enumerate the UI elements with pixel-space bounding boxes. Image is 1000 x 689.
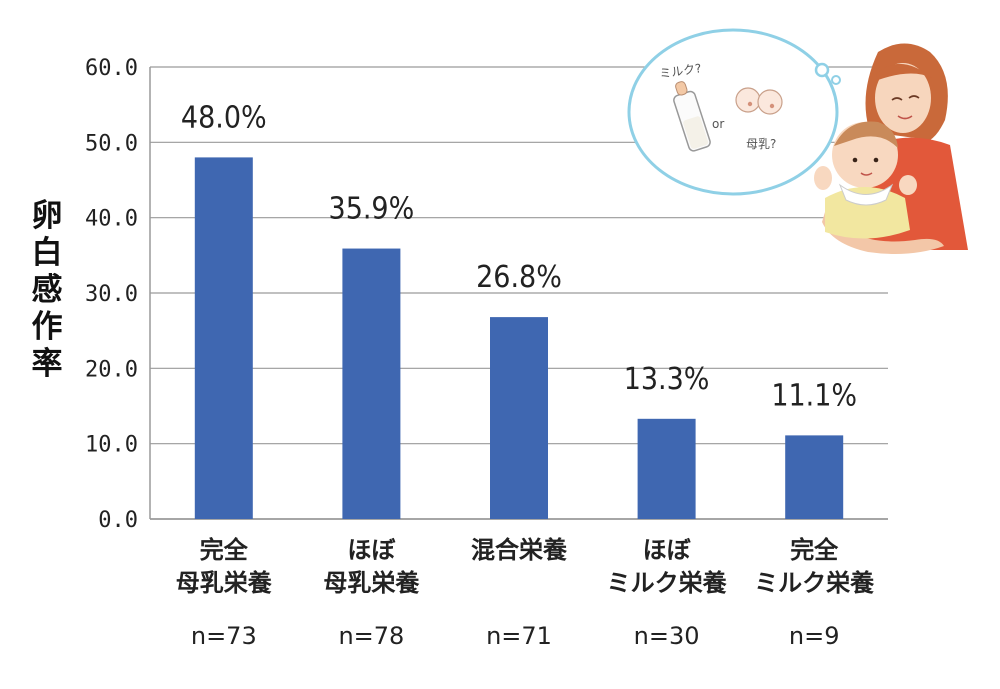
y-tick-label: 30.0 <box>85 282 138 307</box>
bar <box>342 248 401 519</box>
y-tick-label: 40.0 <box>85 207 138 232</box>
gridlines <box>149 66 888 520</box>
breast-icon <box>735 87 783 115</box>
category-label-line: ほぼ <box>347 536 396 564</box>
category-label: ほぼ母乳栄養 <box>323 536 419 597</box>
y-axis-ticks: 0.0 10.0 20.0 30.0 40.0 50.0 60.0 <box>85 56 138 533</box>
category-label: 混合栄養 <box>471 536 567 564</box>
category-label-line: 母乳栄養 <box>176 569 272 597</box>
data-label: 48.0% <box>181 100 267 135</box>
category-label-line: ほぼ <box>643 536 692 564</box>
category-label: ほぼミルク栄養 <box>607 536 727 597</box>
bottle-icon <box>673 81 711 152</box>
sample-size-label: n=9 <box>789 622 840 650</box>
bar <box>490 317 548 519</box>
category-label-line: 母乳栄養 <box>323 569 419 597</box>
sample-size-label: n=30 <box>634 622 700 650</box>
data-label: 11.1% <box>771 378 857 413</box>
bubble-text-or: or <box>712 117 724 131</box>
category-label-line: ミルク栄養 <box>607 569 727 597</box>
sample-size-label: n=78 <box>338 622 404 650</box>
category-label: 完全ミルク栄養 <box>754 536 874 597</box>
y-axis-label-char: 作 <box>32 309 63 345</box>
data-label: 26.8% <box>476 260 562 295</box>
bars <box>194 157 844 519</box>
bubble-text-milk: ミルク? <box>658 61 702 81</box>
y-tick-label: 60.0 <box>85 56 138 81</box>
sample-size-label: n=73 <box>191 622 257 650</box>
y-axis-label-char: 卵 <box>32 198 63 234</box>
category-label-line: 完全 <box>790 536 839 564</box>
sample-size-label: n=71 <box>486 622 552 650</box>
y-axis-label-char: 白 <box>32 235 63 271</box>
data-label: 35.9% <box>329 192 415 227</box>
y-axis-label-char: 感 <box>32 272 63 308</box>
category-label-line: 混合栄養 <box>471 536 567 564</box>
y-tick-label: 10.0 <box>85 433 138 458</box>
bar <box>785 435 844 519</box>
mother-and-baby <box>814 43 968 254</box>
bubble-text-breastmilk: 母乳? <box>746 137 776 151</box>
y-tick-label: 50.0 <box>85 131 138 156</box>
bar <box>637 418 696 519</box>
illustration: ミルク? or 母乳? <box>627 28 968 254</box>
thought-bubble: ミルク? or 母乳? <box>627 28 841 196</box>
data-labels: 48.0% 35.9% 26.8% 13.3% 11.1% <box>181 100 857 413</box>
y-tick-label: 20.0 <box>85 357 138 382</box>
data-label: 13.3% <box>624 362 710 397</box>
bar <box>194 157 253 519</box>
y-tick-label: 0.0 <box>98 508 138 533</box>
category-label: 完全母乳栄養 <box>176 536 272 597</box>
category-label-line: ミルク栄養 <box>754 569 874 597</box>
y-axis-label-char: 率 <box>32 346 63 382</box>
category-label-line: 完全 <box>200 536 249 564</box>
sample-size-labels: n=73 n=78 n=71 n=30 n=9 <box>191 622 840 650</box>
